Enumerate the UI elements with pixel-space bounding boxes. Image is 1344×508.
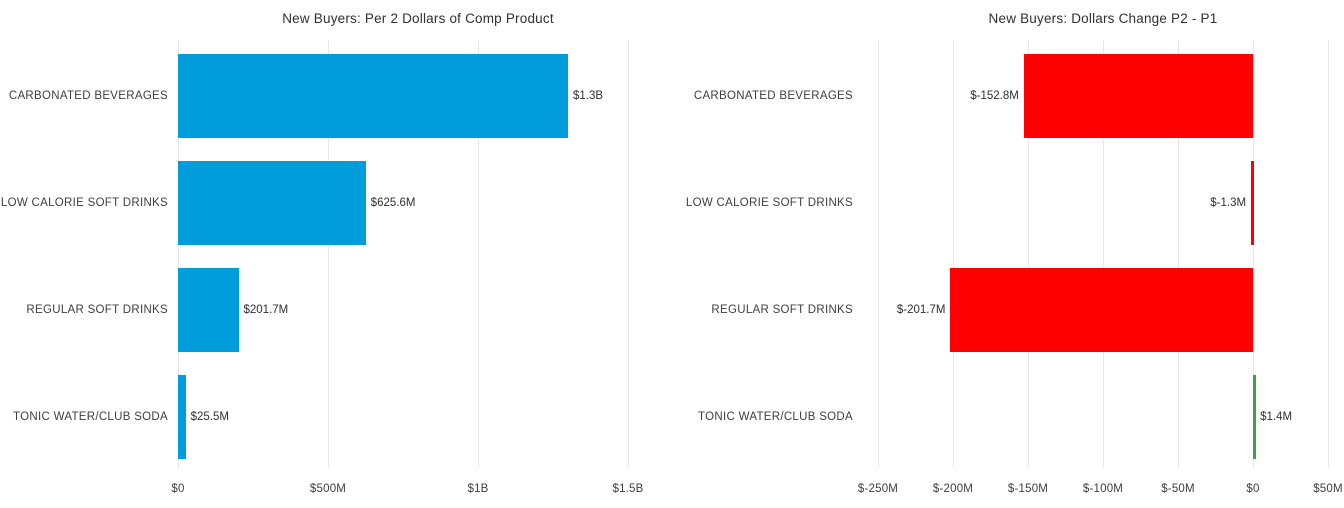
category-axis: CARBONATED BEVERAGES LOW CALORIE SOFT DRI… bbox=[0, 42, 178, 470]
gridline bbox=[628, 40, 629, 468]
x-axis-tick-label: $-50M bbox=[1161, 483, 1195, 495]
x-axis-tick-label: $-100M bbox=[1082, 483, 1124, 495]
bar-carbonated-beverages[interactable] bbox=[178, 53, 568, 138]
x-axis-tick-label: $0 bbox=[1246, 483, 1260, 495]
bar-tonic-water-club-soda[interactable] bbox=[178, 374, 186, 459]
bar-carbonated-beverages[interactable] bbox=[1023, 53, 1253, 138]
gridline bbox=[178, 40, 179, 468]
category-label-low-calorie-soft-drinks: LOW CALORIE SOFT DRINKS bbox=[0, 196, 168, 209]
gridline bbox=[478, 40, 479, 468]
bar-regular-soft-drinks[interactable] bbox=[950, 267, 1253, 352]
value-label-tonic-water-club-soda: $1.4M bbox=[1260, 410, 1293, 423]
x-axis-tick-label: $-200M bbox=[932, 483, 974, 495]
category-label-tonic-water-club-soda: TONIC WATER/CLUB SODA bbox=[698, 410, 853, 423]
gridline bbox=[1028, 40, 1029, 468]
chart-new-buyers-dollars-change: New Buyers: Dollars Change P2 - P1 CARBO… bbox=[672, 0, 1344, 508]
value-label-low-calorie-soft-drinks: $625.6M bbox=[370, 196, 416, 209]
plot-area: $-250M $-200M $-150M $-100M $-50M $0 $50M $-152… bbox=[858, 40, 1343, 495]
plot-area: $0 $500M $1B $1.5B $1.3B $625.6M $201.7M $25.5M bbox=[171, 40, 658, 495]
value-label-carbonated-beverages: $-152.8M bbox=[970, 89, 1019, 102]
bar-regular-soft-drinks[interactable] bbox=[178, 267, 239, 352]
chart-title: New Buyers: Per 2 Dollars of Comp Produc… bbox=[282, 11, 554, 26]
category-label-carbonated-beverages: CARBONATED BEVERAGES bbox=[8, 89, 168, 102]
gridline bbox=[1103, 40, 1104, 468]
category-label-regular-soft-drinks: REGULAR SOFT DRINKS bbox=[26, 303, 168, 316]
x-axis-tick-label: $0 bbox=[171, 483, 185, 495]
category-label-low-calorie-soft-drinks: LOW CALORIE SOFT DRINKS bbox=[685, 196, 853, 209]
x-axis-tick-label: $500M bbox=[309, 483, 347, 495]
value-label-regular-soft-drinks: $201.7M bbox=[243, 303, 289, 316]
gridline bbox=[1253, 40, 1254, 468]
bar-low-calorie-soft-drinks[interactable] bbox=[1251, 160, 1255, 245]
value-label-regular-soft-drinks: $-201.7M bbox=[896, 303, 946, 316]
category-label-carbonated-beverages: CARBONATED BEVERAGES bbox=[693, 89, 853, 102]
category-axis: CARBONATED BEVERAGES LOW CALORIE SOFT DRI… bbox=[672, 42, 863, 470]
x-axis-tick-label: $50M bbox=[1313, 483, 1343, 495]
gridline bbox=[953, 40, 954, 468]
chart-title: New Buyers: Dollars Change P2 - P1 bbox=[988, 11, 1218, 26]
x-axis-tick-label: $1.5B bbox=[612, 483, 644, 495]
gridline bbox=[878, 40, 879, 468]
category-label-regular-soft-drinks: REGULAR SOFT DRINKS bbox=[711, 303, 853, 316]
x-axis-tick-label: $-150M bbox=[1007, 483, 1049, 495]
value-label-tonic-water-club-soda: $25.5M bbox=[190, 410, 229, 423]
bar-tonic-water-club-soda[interactable] bbox=[1253, 374, 1256, 459]
chart-new-buyers-per-2-dollars: New Buyers: Per 2 Dollars of Comp Produc… bbox=[0, 11, 658, 495]
category-label-tonic-water-club-soda: TONIC WATER/CLUB SODA bbox=[13, 410, 168, 423]
gridline bbox=[1328, 40, 1329, 468]
x-axis-tick-label: $-250M bbox=[857, 483, 899, 495]
value-label-low-calorie-soft-drinks: $-1.3M bbox=[1210, 196, 1247, 209]
value-label-carbonated-beverages: $1.3B bbox=[573, 89, 604, 102]
gridline bbox=[328, 40, 329, 468]
bar-low-calorie-soft-drinks[interactable] bbox=[178, 160, 366, 245]
x-axis-tick-label: $1B bbox=[467, 483, 489, 495]
gridline bbox=[1178, 40, 1179, 468]
